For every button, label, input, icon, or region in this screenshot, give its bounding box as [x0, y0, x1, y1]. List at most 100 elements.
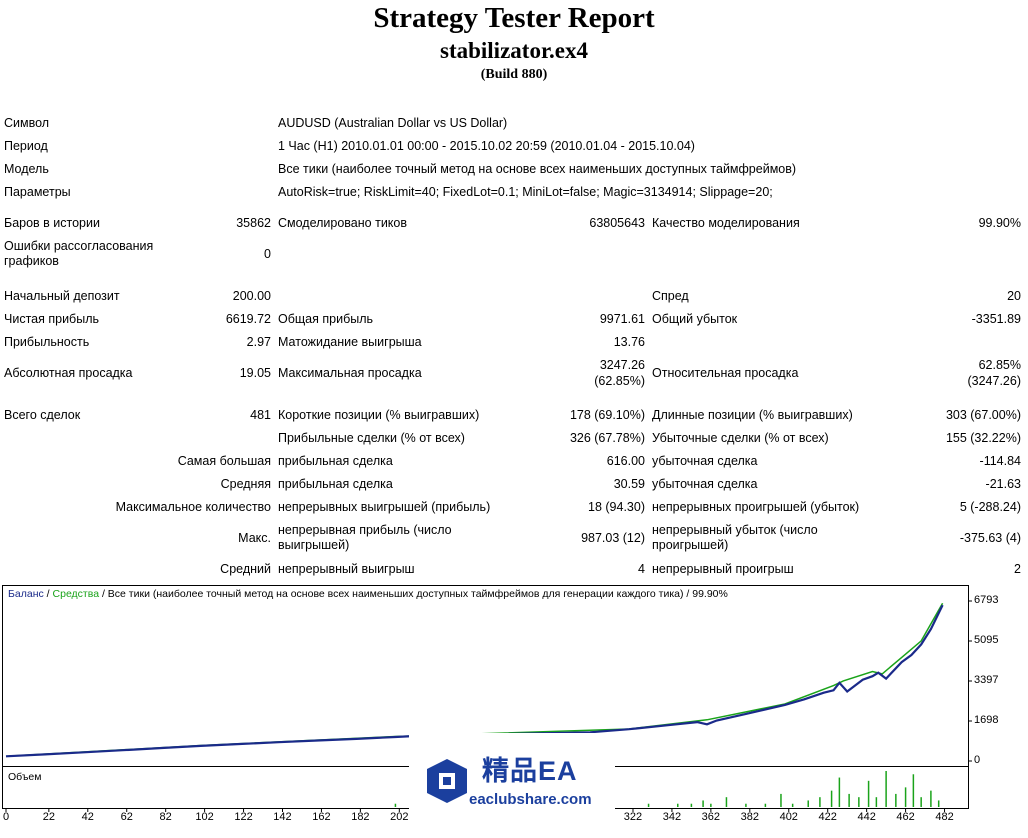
max-consecutive-profit-value: 987.03 (12) — [581, 531, 645, 545]
bars-value: 35862 — [236, 216, 271, 230]
symbol-label: Символ — [4, 116, 50, 130]
x-tick-label: 42 — [81, 811, 94, 823]
x-tick-label: 402 — [779, 811, 798, 823]
y-tick-label: 1698 — [974, 714, 999, 726]
report-build: (Build 880) — [480, 67, 548, 82]
long-positions-value: 303 (67.00%) — [945, 408, 1021, 422]
x-tick-label: 102 — [195, 811, 214, 823]
model-value: Все тики (наиболее точный метод на основ… — [278, 162, 797, 176]
average-loss-value: -21.63 — [985, 477, 1021, 491]
largest-profit-value: 616.00 — [606, 454, 645, 468]
avg-consecutive-win-label: непрерывный выигрыш — [278, 562, 415, 576]
legend-separator: / — [43, 588, 53, 600]
errors-label: Ошибки рассогласования графиков — [4, 239, 154, 268]
max-wins-label: непрерывных выигрышей (прибыль) — [278, 500, 491, 514]
quality-label: Качество моделирования — [652, 216, 800, 230]
largest-loss-label: убыточная сделка — [652, 454, 758, 468]
spread-label: Спред — [652, 289, 689, 303]
legend-equity: Средства — [52, 588, 100, 600]
ticks-label: Смоделировано тиков — [278, 216, 407, 230]
report-title: Strategy Tester Report — [373, 2, 655, 34]
x-tick-label: 142 — [273, 811, 292, 823]
avg-consecutive-loss-value: 2 — [1014, 562, 1021, 576]
legend-description: / Все тики (наиболее точный метод на осн… — [99, 588, 728, 600]
long-positions-label: Длинные позиции (% выигравших) — [652, 408, 853, 422]
max-losses-value: 5 (-288.24) — [959, 500, 1021, 514]
profit-trades-value: 326 (67.78%) — [569, 431, 645, 445]
period-value: 1 Час (H1) 2010.01.01 00:00 - 2015.10.02… — [278, 139, 695, 153]
max-consecutive-label: Макс. — [238, 531, 271, 545]
model-label: Модель — [4, 162, 49, 176]
total-trades-label: Всего сделок — [4, 408, 81, 422]
balance-series-line — [5, 604, 944, 758]
gross-loss-label: Общий убыток — [652, 312, 738, 326]
legend-balance: Баланс — [8, 588, 44, 600]
chart-legend: Баланс / Средства / Все тики (наиболее т… — [8, 588, 728, 600]
x-tick-label: 342 — [662, 811, 682, 823]
average-label: Средняя — [220, 477, 271, 491]
x-tick-label: 122 — [234, 811, 253, 823]
abs-drawdown-label: Абсолютная просадка — [4, 366, 133, 380]
x-tick-label: 382 — [740, 811, 759, 823]
max-drawdown-value: 3247.26 — [599, 358, 645, 372]
largest-loss-value: -114.84 — [979, 454, 1021, 468]
x-tick-label: 82 — [159, 811, 172, 823]
volume-label: Объем — [8, 771, 42, 783]
x-tick-label: 462 — [896, 811, 915, 823]
x-tick-label: 322 — [623, 811, 643, 823]
rel-drawdown-label: Относительная просадка — [652, 366, 799, 380]
max-drawdown-label: Максимальная просадка — [278, 366, 422, 380]
quality-value: 99.90% — [978, 216, 1021, 230]
average-loss-label: убыточная сделка — [652, 477, 758, 491]
gross-profit-label: Общая прибыль — [278, 312, 374, 326]
errors-value: 0 — [264, 247, 271, 261]
x-tick-label: 202 — [390, 811, 409, 823]
period-label: Период — [4, 139, 48, 153]
bars-label: Баров в истории — [4, 216, 100, 230]
avg-consecutive-loss-label: непрерывный проигрыш — [652, 562, 794, 576]
largest-label: Самая большая — [177, 454, 271, 468]
profit-factor-label: Прибыльность — [4, 335, 90, 349]
max-consecutive-profit-label: непрерывная прибыль (число выигрышей) — [278, 523, 452, 552]
short-positions-label: Короткие позиции (% выигравших) — [278, 408, 480, 422]
report-subtitle: stabilizator.ex4 — [440, 38, 588, 63]
x-tick-label: 162 — [312, 811, 331, 823]
loss-trades-label: Убыточные сделки (% от всех) — [652, 431, 829, 445]
expected-payoff-value: 13.76 — [613, 335, 645, 349]
max-losses-label: непрерывных проигрышей (убыток) — [652, 500, 860, 514]
x-tick-label: 0 — [2, 811, 10, 823]
max-consecutive-loss-value: -375.63 (4) — [959, 531, 1021, 545]
x-tick-label: 442 — [857, 811, 876, 823]
max-drawdown-percent: (62.85%) — [594, 374, 645, 388]
x-tick-label: 422 — [818, 811, 837, 823]
average-profit-value: 30.59 — [613, 477, 645, 491]
spread-value: 20 — [1007, 289, 1021, 303]
max-wins-value: 18 (94.30) — [588, 500, 645, 514]
watermark: 精品EA eaclubshare.com — [409, 733, 615, 835]
ticks-value: 63805643 — [589, 216, 645, 230]
eaclub-logo-icon — [427, 759, 467, 803]
x-tick-label: 482 — [935, 811, 954, 823]
expected-payoff-label: Матожидание выигрыша — [278, 335, 422, 349]
short-positions-value: 178 (69.10%) — [569, 408, 645, 422]
rel-drawdown-percent: 62.85% — [978, 358, 1021, 372]
net-profit-label: Чистая прибыль — [4, 312, 99, 326]
x-tick-label: 22 — [42, 811, 55, 823]
profit-trades-label: Прибыльные сделки (% от всех) — [278, 431, 465, 445]
gross-loss-value: -3351.89 — [971, 312, 1021, 326]
deposit-label: Начальный депозит — [4, 289, 120, 303]
rel-drawdown-value: (3247.26) — [967, 374, 1021, 388]
y-tick-label: 6793 — [974, 594, 999, 606]
params-label: Параметры — [4, 185, 71, 199]
y-tick-label: 5095 — [974, 633, 999, 646]
abs-drawdown-value: 19.05 — [239, 366, 271, 380]
average-profit-label: прибыльная сделка — [278, 477, 393, 491]
x-tick-label: 62 — [120, 811, 133, 823]
gross-profit-value: 9971.61 — [599, 312, 645, 326]
y-tick-label: 3397 — [974, 673, 999, 686]
largest-profit-label: прибыльная сделка — [278, 454, 393, 468]
deposit-value: 200.00 — [232, 289, 271, 303]
avg-consecutive-win-value: 4 — [638, 562, 645, 576]
max-count-label: Максимальное количество — [115, 500, 271, 514]
total-trades-value: 481 — [250, 408, 271, 422]
